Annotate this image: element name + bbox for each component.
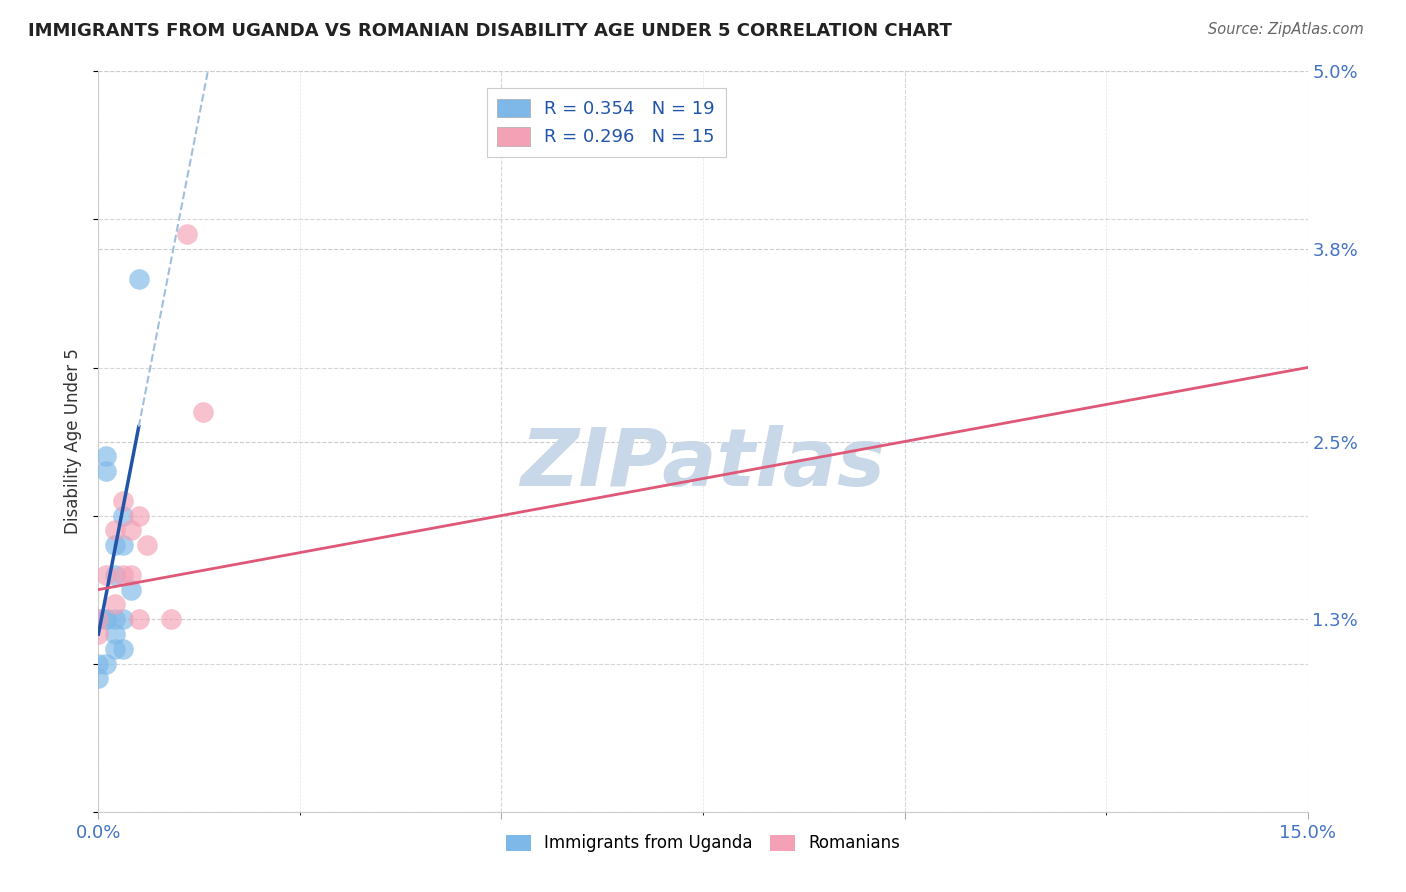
Legend: Immigrants from Uganda, Romanians: Immigrants from Uganda, Romanians — [499, 828, 907, 859]
Point — [128, 612, 150, 626]
Point — [96, 612, 118, 626]
Point — [87, 672, 110, 686]
Point — [103, 598, 125, 612]
Point — [103, 641, 125, 656]
Point — [160, 612, 183, 626]
Point — [87, 612, 110, 626]
Text: Source: ZipAtlas.com: Source: ZipAtlas.com — [1208, 22, 1364, 37]
Point — [111, 567, 134, 582]
Point — [103, 567, 125, 582]
Point — [120, 524, 142, 538]
Point — [103, 524, 125, 538]
Point — [111, 508, 134, 523]
Point — [111, 612, 134, 626]
Point — [103, 627, 125, 641]
Text: IMMIGRANTS FROM UGANDA VS ROMANIAN DISABILITY AGE UNDER 5 CORRELATION CHART: IMMIGRANTS FROM UGANDA VS ROMANIAN DISAB… — [28, 22, 952, 40]
Point — [111, 641, 134, 656]
Point — [96, 567, 118, 582]
Point — [87, 612, 110, 626]
Point — [96, 450, 118, 464]
Point — [96, 612, 118, 626]
Point — [128, 508, 150, 523]
Y-axis label: Disability Age Under 5: Disability Age Under 5 — [65, 349, 83, 534]
Point — [128, 271, 150, 285]
Point — [193, 405, 215, 419]
Point — [96, 464, 118, 478]
Point — [103, 612, 125, 626]
Point — [87, 627, 110, 641]
Point — [103, 538, 125, 552]
Point — [120, 582, 142, 597]
Point — [135, 538, 157, 552]
Point — [111, 493, 134, 508]
Point — [176, 227, 198, 242]
Point — [96, 657, 118, 671]
Point — [111, 538, 134, 552]
Text: ZIPatlas: ZIPatlas — [520, 425, 886, 503]
Point — [120, 567, 142, 582]
Point — [87, 657, 110, 671]
